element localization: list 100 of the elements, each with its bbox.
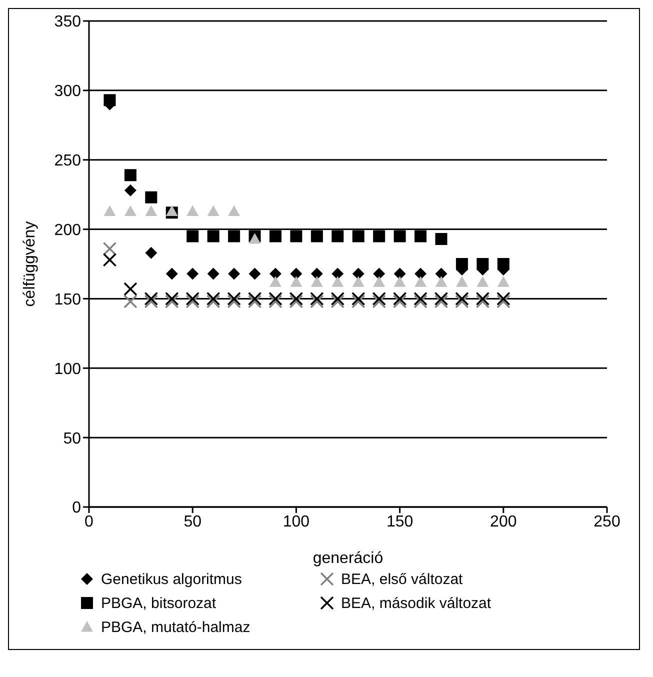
point <box>124 205 136 216</box>
point <box>186 292 200 306</box>
point <box>456 258 468 270</box>
point <box>455 292 469 306</box>
point <box>352 230 364 242</box>
point <box>330 292 345 306</box>
point <box>455 294 469 308</box>
point <box>207 230 220 242</box>
point <box>476 258 489 270</box>
point <box>268 294 282 308</box>
point <box>144 292 158 306</box>
y-tick-label: 200 <box>54 222 82 239</box>
point <box>289 292 304 306</box>
x-tick-label: 250 <box>594 513 620 530</box>
point <box>228 230 240 242</box>
y-tick-label: 0 <box>72 500 82 517</box>
point <box>124 282 138 296</box>
point <box>351 294 366 308</box>
x-tick-label: 100 <box>282 513 310 530</box>
point <box>310 268 323 280</box>
point <box>351 292 366 306</box>
legend-label: BEA, második változat <box>341 594 492 612</box>
point <box>434 292 448 306</box>
point <box>332 230 344 242</box>
point <box>414 230 427 242</box>
point <box>373 276 386 287</box>
point <box>476 292 490 306</box>
point <box>164 292 179 306</box>
point <box>414 268 427 280</box>
point <box>124 169 136 182</box>
point <box>414 276 427 287</box>
y-tick-label: 300 <box>54 83 82 100</box>
point <box>166 268 178 280</box>
point <box>373 268 386 280</box>
point <box>206 292 220 306</box>
y-tick-label: 350 <box>54 14 82 31</box>
point <box>145 246 158 259</box>
x-tick-label: 150 <box>386 513 414 530</box>
point <box>394 276 406 287</box>
point <box>248 268 261 280</box>
legend-label: BEA, első változat <box>341 570 463 588</box>
point <box>372 294 386 308</box>
point <box>373 230 386 242</box>
point <box>434 294 448 308</box>
point <box>227 292 241 306</box>
point <box>414 294 428 308</box>
point <box>310 294 324 308</box>
x-axis-title: generáció <box>312 550 384 567</box>
point <box>186 294 200 308</box>
point <box>104 94 116 106</box>
point <box>496 294 510 308</box>
point <box>124 294 138 308</box>
legend-label: Genetikus algoritmus <box>101 570 242 588</box>
point <box>289 294 304 308</box>
point <box>435 268 448 280</box>
point <box>394 230 406 242</box>
y-tick-label: 50 <box>63 430 82 448</box>
point <box>414 292 428 306</box>
point <box>269 276 282 287</box>
x-tick-label: 0 <box>84 513 94 530</box>
point <box>290 230 302 242</box>
x-tick-label: 200 <box>490 513 517 530</box>
point <box>207 268 220 280</box>
point <box>352 268 364 280</box>
point <box>227 294 241 308</box>
point <box>496 292 510 306</box>
point <box>207 205 220 216</box>
point <box>145 205 158 216</box>
legend-label: PBGA, mutató-halmaz <box>101 618 250 636</box>
point <box>372 292 386 306</box>
point <box>248 233 261 244</box>
point <box>269 268 282 280</box>
point <box>330 294 345 308</box>
y-tick-label: 100 <box>54 360 82 378</box>
point <box>186 205 199 216</box>
point <box>102 252 117 267</box>
point <box>310 276 323 287</box>
point <box>476 294 490 308</box>
point <box>124 184 136 196</box>
point <box>166 205 178 216</box>
y-tick-label: 250 <box>54 152 82 170</box>
point <box>352 276 364 287</box>
point <box>164 294 179 308</box>
point <box>186 268 199 280</box>
point <box>269 230 282 242</box>
point <box>145 191 158 204</box>
point <box>228 268 240 280</box>
point <box>435 276 448 287</box>
point <box>144 294 158 308</box>
x-tick-label: 50 <box>184 513 202 530</box>
point <box>228 205 240 216</box>
y-axis-title: célfüggvény <box>22 221 39 307</box>
point <box>268 292 282 306</box>
point <box>310 230 323 242</box>
point <box>310 292 324 306</box>
point <box>497 276 510 287</box>
point <box>248 294 262 308</box>
y-tick-label: 150 <box>54 291 82 308</box>
point <box>456 276 468 287</box>
point <box>186 230 199 242</box>
